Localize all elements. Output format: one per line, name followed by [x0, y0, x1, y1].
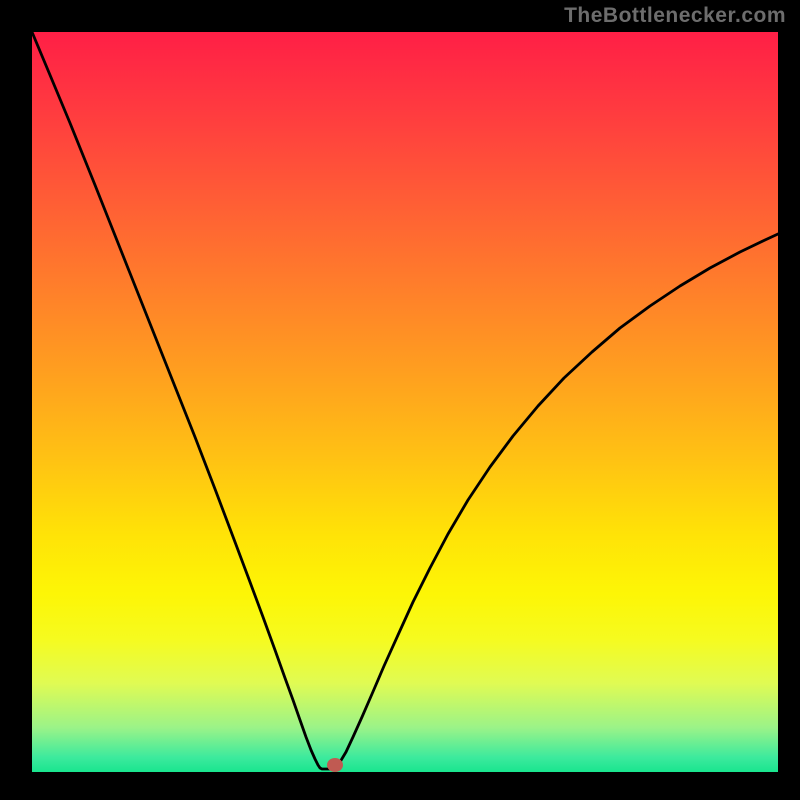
plot-area — [0, 0, 800, 800]
optimal-point-marker — [327, 758, 343, 772]
gradient-background — [32, 32, 778, 772]
watermark-text: TheBottlenecker.com — [564, 4, 786, 28]
chart-svg — [0, 0, 800, 800]
